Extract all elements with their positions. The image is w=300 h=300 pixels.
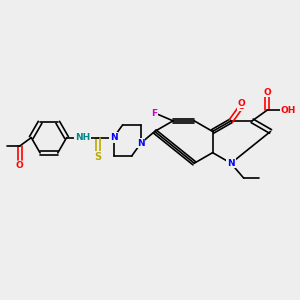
Text: N: N [137,139,145,148]
Text: NH: NH [75,133,90,142]
Text: N: N [227,159,235,168]
Text: O: O [16,161,23,170]
Text: O: O [263,88,271,97]
Text: O: O [16,161,23,170]
Text: F: F [151,109,157,118]
Text: O: O [263,88,271,97]
Text: N: N [137,139,145,148]
Text: N: N [227,159,235,168]
Text: O: O [238,99,245,108]
Text: N: N [110,133,117,142]
Text: O: O [238,101,245,110]
Text: S: S [94,152,102,162]
Text: N: N [110,133,117,142]
Text: OH: OH [280,106,296,115]
Text: S: S [94,152,102,162]
Text: F: F [151,109,157,118]
Text: OH: OH [280,106,296,115]
Text: NH: NH [75,133,90,142]
